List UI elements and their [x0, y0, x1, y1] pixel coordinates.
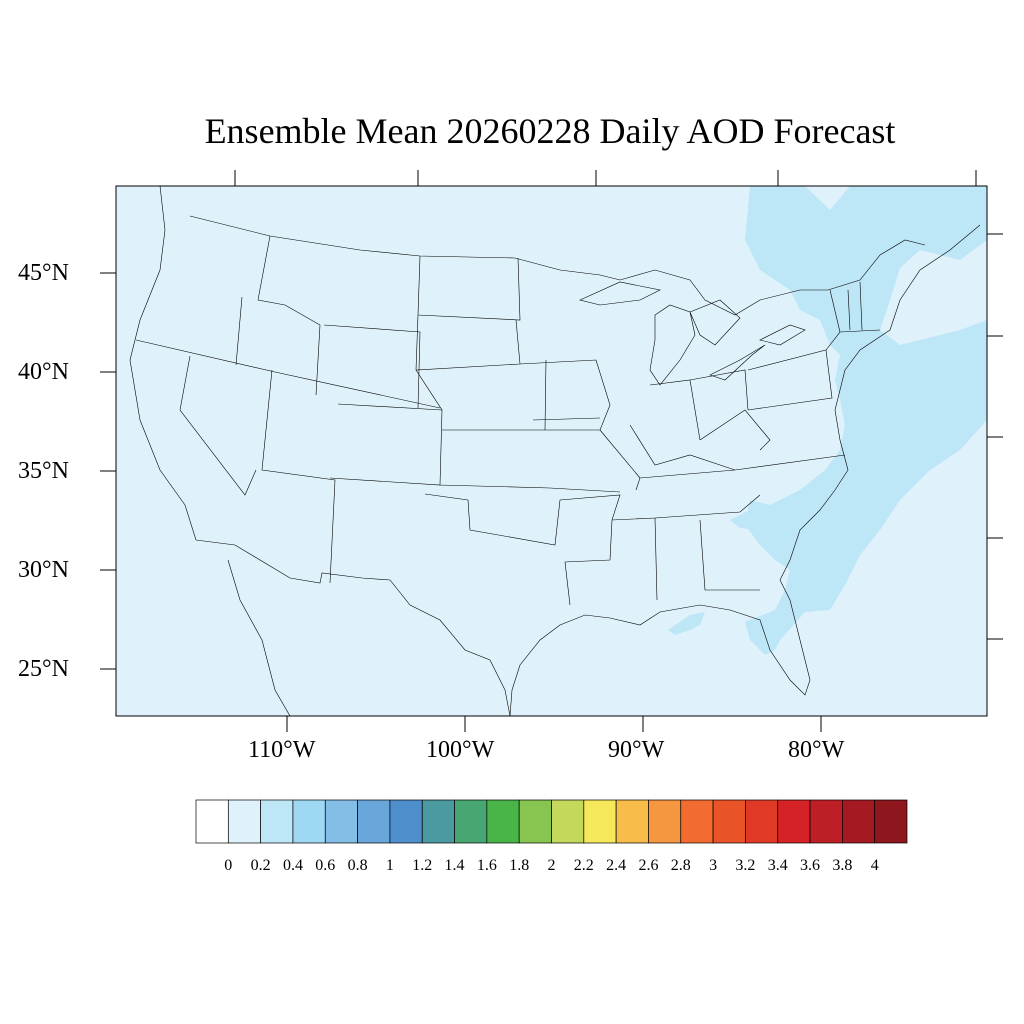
- colorbar-tick-label: 0: [224, 857, 233, 874]
- colorbar-tick-label: 3: [709, 857, 718, 874]
- colorbar-tick-label: 3.8: [832, 857, 853, 874]
- boundaries: [129, 186, 981, 716]
- colorbar-swatch: [874, 799, 908, 844]
- colorbar-tick-label: 3.2: [735, 857, 756, 874]
- colorbar-swatch: [518, 799, 552, 844]
- colorbar-tick-label: 2.4: [606, 857, 627, 874]
- colorbar-tick-label: 0.8: [347, 857, 368, 874]
- coastline: [129, 186, 981, 716]
- lat-label-45: 45°N: [18, 260, 69, 286]
- aod-field: [668, 186, 987, 655]
- colorbar-tick-label: 2.6: [638, 857, 659, 874]
- great-lakes: [579, 281, 806, 386]
- colorbar-swatch: [421, 799, 455, 844]
- colorbar-swatch: [260, 799, 294, 844]
- colorbar-swatch: [648, 799, 682, 844]
- lat-label-30: 30°N: [18, 557, 69, 583]
- us-mexico-border: [195, 539, 511, 716]
- colorbar-tick-label: 3.6: [800, 857, 820, 874]
- colorbar-swatch: [292, 799, 326, 844]
- chart-title: Ensemble Mean 20260228 Daily AOD Forecas…: [204, 111, 896, 151]
- colorbar-swatch: [583, 799, 617, 844]
- colorbar-swatch: [712, 799, 746, 844]
- colorbar-tick-label: 0.6: [315, 857, 336, 874]
- colorbar: [195, 799, 908, 844]
- aod-patch-gulf: [668, 612, 705, 635]
- colorbar-tick-label: 0.2: [250, 857, 271, 874]
- colorbar-swatch: [842, 799, 876, 844]
- lon-label-100w: 100°W: [426, 737, 495, 763]
- colorbar-swatch: [615, 799, 649, 844]
- lat-label-25: 25°N: [18, 656, 69, 682]
- lat-label-35: 35°N: [18, 458, 69, 484]
- colorbar-tick-label: 2.2: [573, 857, 594, 874]
- colorbar-swatch: [486, 799, 520, 844]
- colorbar-tick-label: 0.4: [283, 857, 303, 874]
- aod-patch-southeast: [730, 505, 770, 530]
- colorbar-swatch: [389, 799, 423, 844]
- lon-label-110w: 110°W: [248, 737, 316, 763]
- colorbar-tick-label: 3.4: [767, 857, 788, 874]
- colorbar-swatch: [745, 799, 779, 844]
- lon-label-90w: 90°W: [608, 737, 665, 763]
- colorbar-swatch: [680, 799, 714, 844]
- colorbar-tick-label: 2.8: [670, 857, 691, 874]
- colorbar-swatch: [809, 799, 843, 844]
- lon-label-80w: 80°W: [788, 737, 845, 763]
- colorbar-swatch: [195, 799, 229, 844]
- colorbar-tick-label: 1: [385, 857, 394, 874]
- colorbar-tick-label: 1.8: [509, 857, 530, 874]
- colorbar-swatch: [227, 799, 261, 844]
- colorbar-swatch: [324, 799, 358, 844]
- map-frame: [115, 185, 988, 717]
- colorbar-tick-label: 1.4: [444, 857, 465, 874]
- lat-label-40: 40°N: [18, 359, 69, 385]
- colorbar-tick-label: 1.2: [412, 857, 433, 874]
- colorbar-swatch: [777, 799, 811, 844]
- state-lines: [135, 235, 881, 606]
- colorbar-swatch: [454, 799, 488, 844]
- colorbar-tick-label: 2: [547, 857, 556, 874]
- axis-ticks: [100, 170, 1003, 732]
- colorbar-swatch: [551, 799, 585, 844]
- colorbar-swatch: [357, 799, 391, 844]
- colorbar-tick-label: 4: [870, 857, 879, 874]
- aod-plume-atlantic: [745, 186, 987, 655]
- colorbar-tick-label: 1.6: [476, 857, 497, 874]
